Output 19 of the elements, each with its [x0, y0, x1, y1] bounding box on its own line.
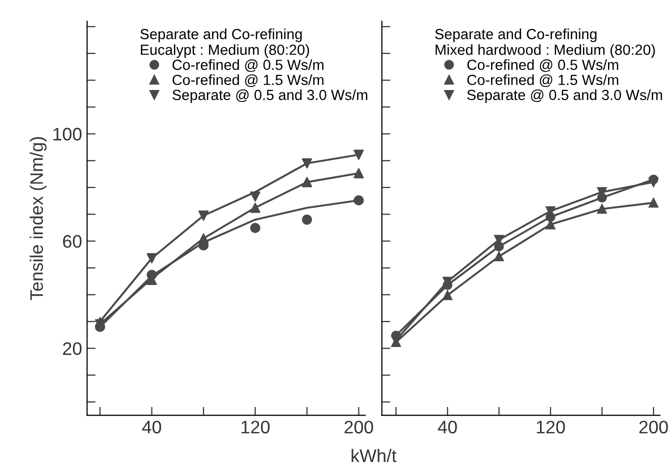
x-tick-label: 120: [536, 420, 565, 434]
x-tick-label: 120: [242, 420, 270, 434]
legend-label: Separate @ 0.5 and 3.0 Ws/m: [172, 89, 368, 103]
x-tick-label: 40: [438, 420, 457, 434]
y-tick-label: 100: [53, 128, 82, 141]
legend-label: Separate @ 0.5 and 3.0 Ws/m: [467, 89, 662, 103]
x-axis-title: kWh/t: [352, 448, 396, 462]
legend-title: Separate and Co-refining Mixed hardwood : Medium (80:20): [435, 28, 655, 58]
y-axis-title: Tensile index (Nm/g): [30, 137, 47, 300]
x-tick-label: 40: [142, 420, 162, 434]
y-tick-label: 60: [63, 235, 82, 248]
legend-label: Co-refined @ 0.5 Ws/m: [172, 59, 324, 72]
y-tick-label: 20: [63, 342, 82, 356]
legend-label: Co-refined @ 1.5 Ws/m: [172, 74, 324, 87]
legend-label: Co-refined @ 0.5 Ws/m: [467, 59, 618, 72]
x-tick-label: 200: [639, 420, 668, 434]
legend-title: Separate and Co-refining Eucalypt : Medium (80:20): [140, 28, 310, 58]
legend-label: Co-refined @ 1.5 Ws/m: [467, 74, 618, 87]
x-tick-label: 200: [344, 420, 374, 434]
